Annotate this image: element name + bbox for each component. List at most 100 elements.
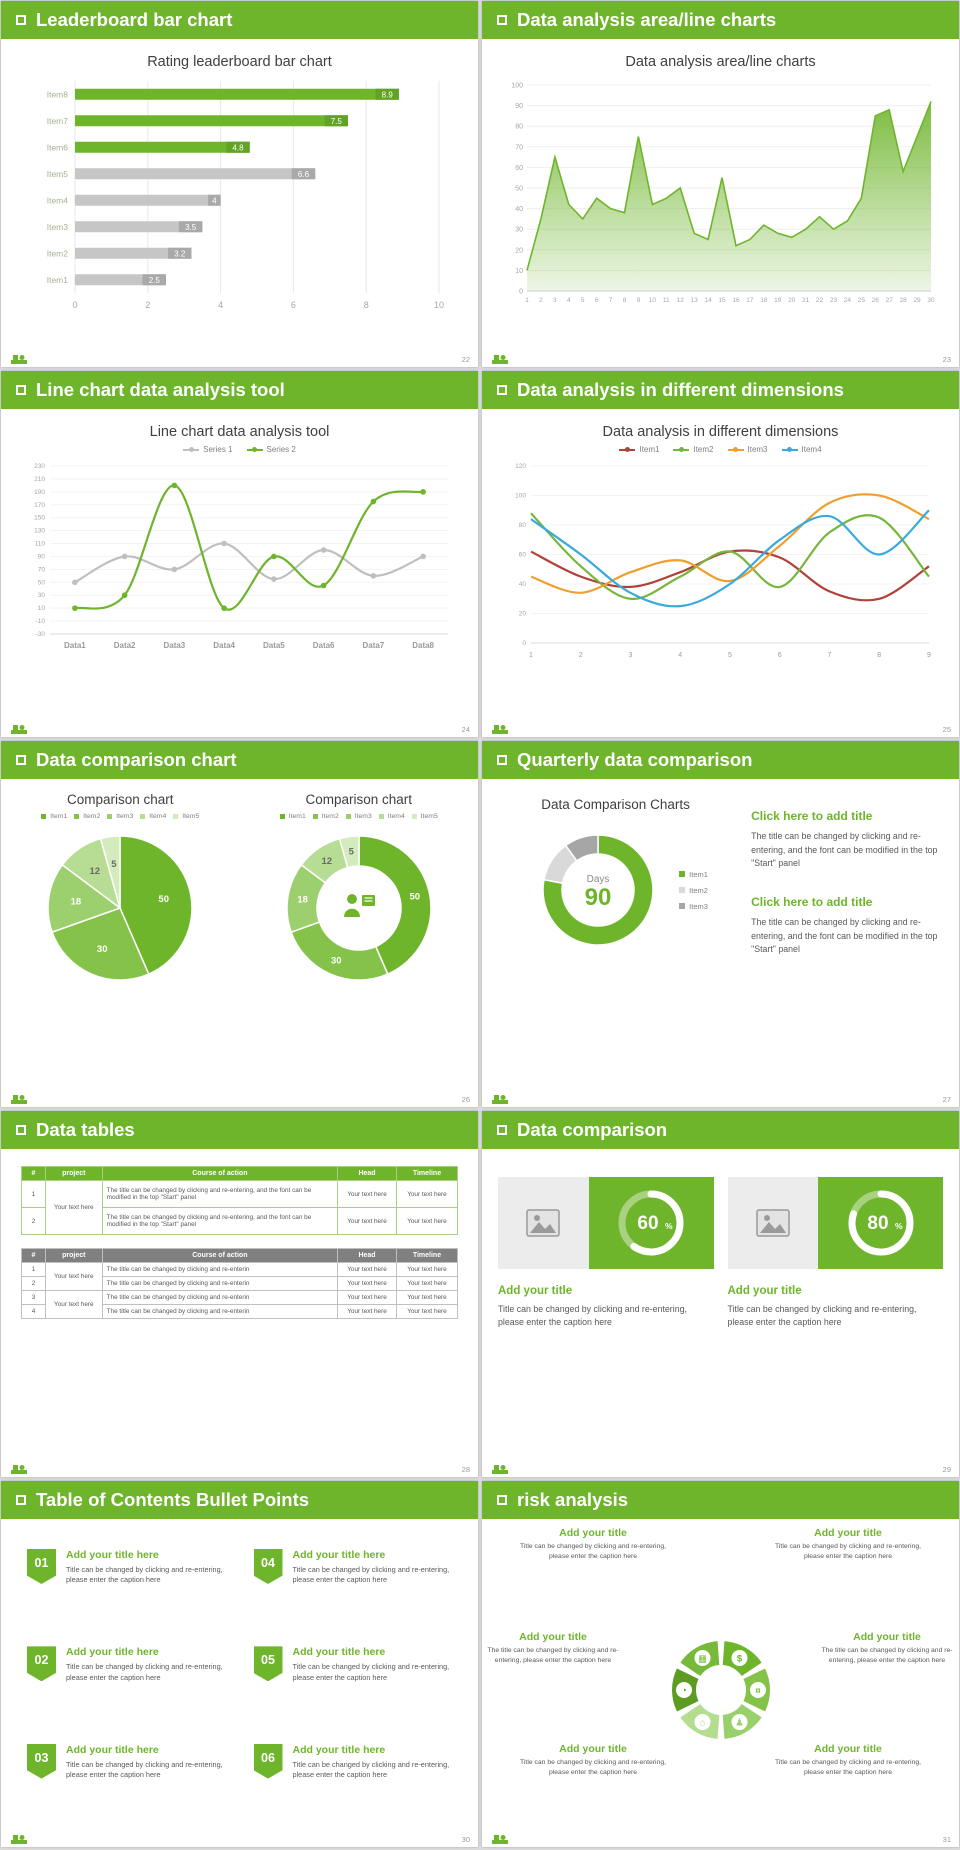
card-graphic: 80% [727, 1177, 943, 1269]
svg-text:20: 20 [788, 297, 796, 304]
block-title[interactable]: Click here to add title [751, 809, 873, 823]
table-cell: 1 [21, 1180, 46, 1208]
svg-text:19: 19 [774, 297, 782, 304]
svg-text:Item1: Item1 [46, 275, 68, 285]
page-number: 29 [942, 1465, 951, 1474]
slide-footer: 23 [492, 353, 951, 364]
toc-text: Add your title here Title can be changed … [66, 1646, 226, 1729]
slide-header: Data comparison [482, 1111, 959, 1149]
block-title[interactable]: Click here to add title [751, 894, 873, 909]
slide-leaderboard-bar-chart[interactable]: Leaderboard bar chart Rating leaderboard… [1, 1, 478, 367]
card-title[interactable]: Add your title [727, 1285, 802, 1297]
svg-text:$: $ [736, 1653, 742, 1664]
risk-caption: Title can be changed by clicking and re-… [775, 1759, 921, 1776]
toc-item[interactable]: 01 Add your title here Title can be change… [27, 1549, 226, 1632]
svg-text:%: % [895, 1221, 903, 1231]
risk-text-block: Add your title The title can be changed b… [484, 1631, 622, 1666]
svg-text:8: 8 [363, 300, 368, 310]
table-cell: Your text here [337, 1262, 397, 1277]
table-cell: The title can be changed by clicking and… [101, 1276, 339, 1291]
table-cell: Your text here [395, 1207, 459, 1235]
risk-title[interactable]: Add your title [519, 1631, 587, 1643]
toc-item[interactable]: 03 Add your title here Title can be change… [27, 1743, 226, 1827]
toc-number-badge: 06 [253, 1743, 283, 1779]
gray-table-container: # project Course of action Head Timeline 1 You… [21, 1248, 459, 1319]
svg-text:12: 12 [90, 866, 101, 877]
toc-item[interactable]: 02 Add your title here Title can be change… [27, 1646, 226, 1729]
svg-text:4: 4 [218, 300, 223, 310]
slide-header-title: Data comparison [517, 1119, 668, 1140]
svg-text:2: 2 [578, 652, 582, 659]
line-chart: -30 -10 10 30 50 70 90 110 130 150 170 190 210 230 Dat… [34, 463, 448, 650]
toc-item[interactable]: 06 Add your title here Title can be change… [253, 1743, 453, 1827]
slide-area-line-charts[interactable]: Data analysis area/line charts Data anal… [482, 1, 959, 367]
slide-header: Leaderboard bar chart [1, 1, 478, 39]
svg-text:Days: Days [587, 874, 610, 885]
table-header-cell: Head [337, 1166, 397, 1181]
card-title[interactable]: Add your title [498, 1285, 573, 1297]
legend-label: Item4 [801, 445, 822, 454]
table-cell: 1 [21, 1262, 46, 1277]
svg-text:◔: ◔ [681, 1685, 687, 1696]
toc-list: 01 Add your title here Title can be change… [1, 1519, 478, 1847]
slide-line-chart-tool[interactable]: Line chart data analysis tool Line chart… [1, 371, 478, 737]
image-placeholder-icon [526, 1209, 560, 1237]
table-header-cell: Timeline [395, 1166, 459, 1181]
risk-title[interactable]: Add your title [814, 1743, 882, 1755]
svg-text:0: 0 [522, 640, 526, 647]
chart-legend: Item1 Item2 Item3 Item4 Item5 [279, 813, 438, 820]
legend-item: Item3 [107, 813, 133, 820]
risk-text-block: Add your title The title can be changed b… [817, 1631, 957, 1666]
risk-title[interactable]: Add your title [559, 1743, 627, 1755]
svg-text:30: 30 [331, 955, 342, 966]
svg-text:Data4: Data4 [213, 641, 235, 650]
svg-text:24: 24 [843, 297, 851, 304]
risk-title[interactable]: Add your title [559, 1527, 627, 1539]
legend-item: Item1 [279, 813, 306, 820]
legend-item: Item2 [679, 886, 708, 895]
risk-title[interactable]: Add your title [814, 1527, 882, 1539]
slide-header-title: Data tables [36, 1119, 135, 1140]
slide-header: Data analysis in different dimensions [482, 371, 959, 409]
table-header-row: # project Course of action Head Timeline [21, 1248, 459, 1263]
legend-swatch [183, 447, 200, 452]
svg-text:40: 40 [515, 206, 523, 213]
slide-quarterly-comparison[interactable]: Quarterly data comparison Data Compariso… [482, 741, 959, 1107]
svg-text:15: 15 [718, 297, 726, 304]
legend-marker-dot [252, 447, 257, 452]
toc-caption: Title can be changed by clicking and re-… [292, 1759, 450, 1779]
legend-swatch [679, 903, 686, 909]
legend-item: Series 2 [246, 445, 296, 454]
svg-text:9: 9 [636, 297, 640, 304]
legend-label: Item5 [420, 813, 438, 820]
multi-line-chart: 0 20 40 60 80 100 120 1 2 3 4 5 6 7 8 9 [515, 463, 931, 659]
svg-text:70: 70 [515, 144, 523, 151]
table-cell: 2 [21, 1207, 46, 1235]
slide-data-comparison-cards[interactable]: Data comparison 60% Add your title Title c… [482, 1111, 959, 1477]
legend-marker-dot [787, 447, 793, 452]
building-icon [694, 1713, 710, 1730]
svg-text:5: 5 [728, 652, 732, 659]
toc-number-badge: 02 [27, 1646, 56, 1682]
square-bullet-icon [16, 385, 26, 395]
slide-data-tables[interactable]: Data tables # project Course of action Head… [1, 1111, 478, 1477]
table-cell: The title can be changed by clicking and… [101, 1290, 339, 1305]
slide-risk-analysis[interactable]: risk analysis $ ¤ ♟ ⌂ ◔ ▦ Add your title Title… [482, 1481, 959, 1847]
green-table-container: # project Course of action Head Timeline 1 You… [21, 1166, 459, 1235]
slide-toc-bullets[interactable]: Table of Contents Bullet Points 01 Add yo… [1, 1481, 478, 1847]
toc-item[interactable]: 05 Add your title here Title can be change… [253, 1646, 453, 1729]
svg-text:Data2: Data2 [113, 641, 135, 650]
risk-title[interactable]: Add your title [853, 1631, 921, 1643]
slide-comparison-pies[interactable]: Data comparison chart Comparison chart I… [1, 741, 478, 1107]
slide-dimensions-lines[interactable]: Data analysis in different dimensions Da… [482, 371, 959, 737]
slide-footer: 24 [11, 723, 470, 734]
svg-text:6: 6 [777, 652, 781, 659]
svg-text:28: 28 [899, 297, 907, 304]
legend-item: Item1 [41, 813, 67, 820]
toc-item[interactable]: 04 Add your title here Title can be change… [253, 1549, 453, 1632]
chart-title: Rating leaderboard bar chart [147, 54, 332, 70]
svg-text:40: 40 [518, 581, 526, 588]
svg-text:Item7: Item7 [46, 116, 68, 126]
legend-label: Item2 [321, 813, 339, 820]
legend-label: Item3 [689, 901, 708, 911]
